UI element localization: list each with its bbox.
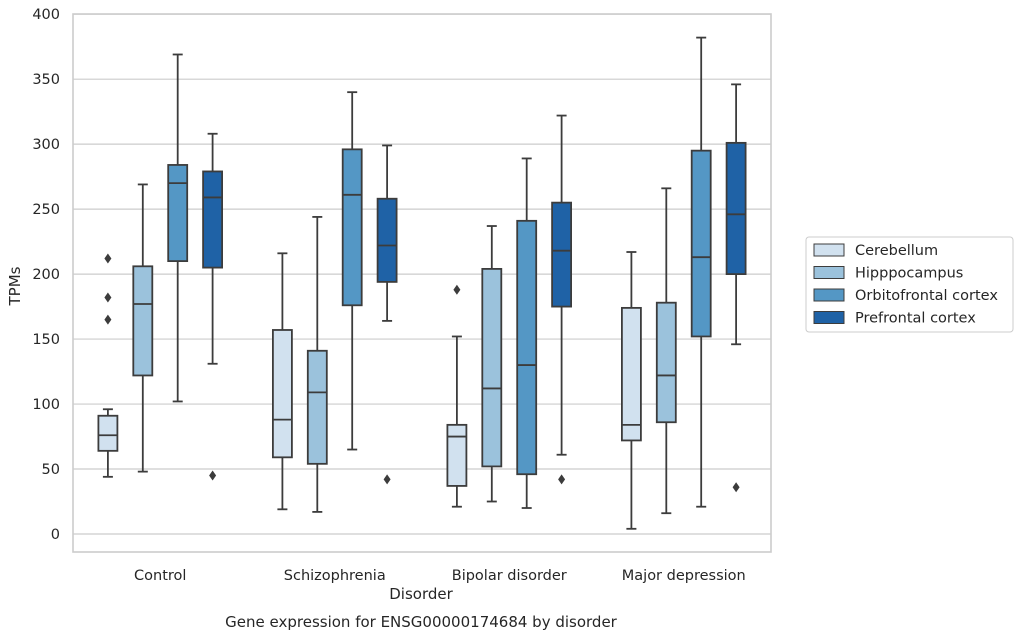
box-body (621, 306, 642, 442)
outlier-point (732, 482, 740, 493)
box-body (167, 164, 189, 263)
box-body (690, 149, 712, 338)
legend-label: Orbitofrontal cortex (855, 288, 998, 304)
outlier-point (104, 314, 112, 325)
box (446, 284, 468, 508)
outlier-point (383, 474, 391, 485)
y-tick-label: 300 (32, 137, 60, 153)
y-axis-ticks: 0 50 100 150 200 250 300 350 400 (32, 7, 60, 543)
outlier-point (104, 292, 112, 303)
box (376, 144, 398, 485)
box (481, 225, 503, 503)
legend-label: Prefrontal cortex (855, 311, 976, 327)
box-body (132, 265, 154, 377)
y-tick-label: 50 (42, 462, 60, 478)
box (341, 91, 363, 451)
plot-frame (72, 13, 772, 553)
box (725, 83, 747, 493)
box-body (306, 349, 328, 465)
box-body (202, 170, 224, 269)
box (621, 251, 642, 530)
box (306, 216, 328, 513)
legend-frame (805, 236, 1014, 333)
chart-caption: Gene expression for ENSG00000174684 by d… (225, 613, 618, 631)
y-tick-label: 350 (32, 72, 60, 88)
x-axis-label: Disorder (389, 585, 453, 603)
box (690, 36, 712, 508)
box-body (446, 423, 468, 487)
box-body (341, 148, 363, 307)
legend-swatch (813, 311, 845, 324)
y-tick-label: 150 (32, 332, 60, 348)
x-tick-label: Schizophrenia (284, 568, 386, 584)
box-body (551, 201, 572, 308)
y-tick-label: 200 (32, 267, 60, 283)
box-body (725, 141, 747, 275)
x-tick-label: Major depression (622, 568, 746, 584)
box-body (516, 219, 538, 476)
outlier-point (453, 284, 461, 295)
box-body (376, 197, 398, 283)
box (202, 132, 224, 481)
legend: Cerebellum Hipppocampus Orbitofrontal cort… (805, 236, 1014, 333)
legend-label: Cerebellum (855, 243, 938, 259)
legend-swatch (813, 288, 845, 302)
box (167, 53, 189, 403)
box-series (97, 36, 747, 530)
box (97, 253, 119, 478)
outlier-point (209, 470, 217, 481)
y-axis-label: TPMs (6, 266, 24, 306)
y-tick-label: 400 (32, 7, 60, 23)
legend-swatch (813, 266, 845, 279)
box-body (655, 301, 677, 424)
box (551, 114, 572, 485)
box-body (97, 414, 119, 452)
y-tick-label: 100 (32, 397, 60, 413)
y-tick-label: 250 (32, 202, 60, 218)
x-axis-ticks: Control Schizophrenia Bipolar disorder Majo… (134, 568, 746, 584)
box (516, 157, 538, 509)
box-body (271, 329, 293, 459)
box (132, 183, 154, 473)
box (655, 187, 677, 515)
x-tick-label: Bipolar disorder (452, 568, 567, 584)
legend-swatch (813, 243, 845, 257)
outlier-point (558, 474, 566, 485)
outlier-point (104, 253, 112, 264)
y-tick-label: 0 (51, 527, 60, 543)
box (271, 252, 293, 511)
box-body (481, 268, 503, 468)
x-tick-label: Control (134, 568, 186, 584)
legend-label: Hipppocampus (855, 266, 963, 282)
